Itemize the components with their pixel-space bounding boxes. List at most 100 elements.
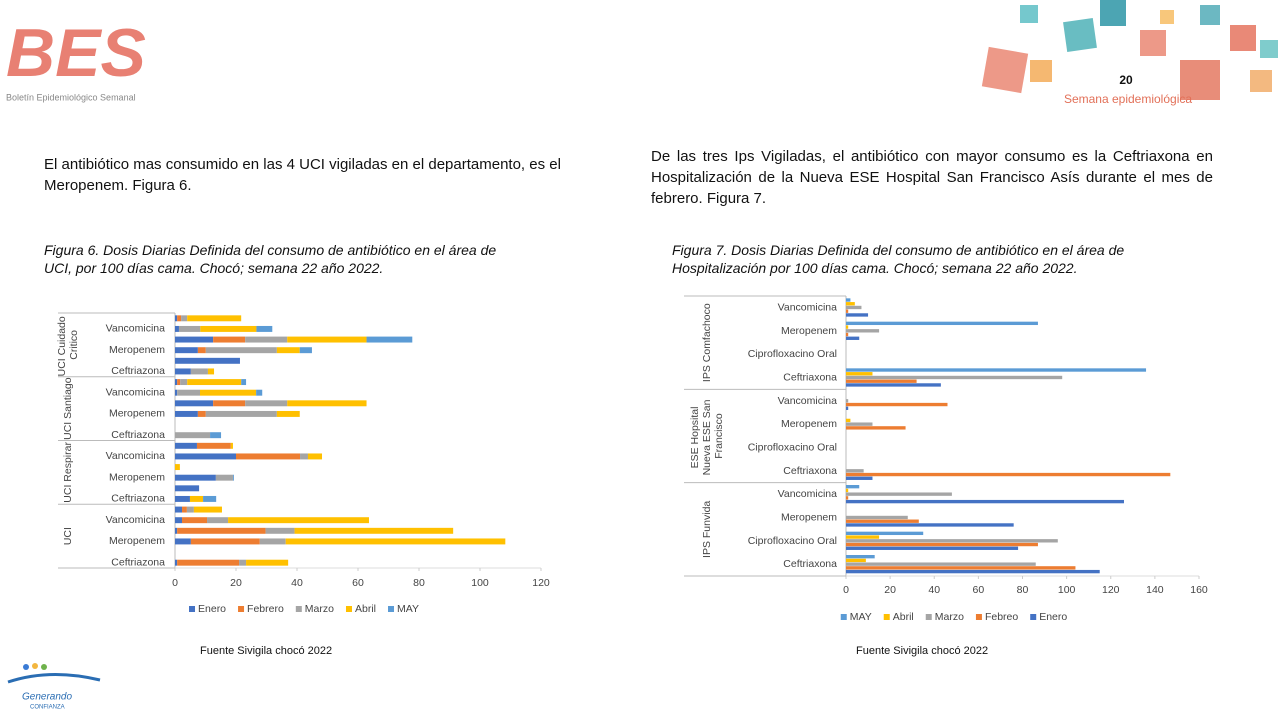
bar-segment xyxy=(189,495,204,502)
bar-segment xyxy=(294,527,454,534)
footer-logo-line2: CONFIANZA xyxy=(30,705,65,711)
bar-segment xyxy=(228,517,369,524)
bar xyxy=(846,399,849,403)
category-label: Vancomicina xyxy=(106,323,165,335)
bar xyxy=(846,368,1147,372)
bar-segment xyxy=(287,336,367,343)
bar-segment xyxy=(276,347,300,354)
bar xyxy=(846,499,1124,504)
bar-segment xyxy=(175,400,214,407)
bar-segment xyxy=(207,368,215,375)
bar-segment xyxy=(200,325,257,332)
right-paragraph: De las tres Ips Vigiladas, el antibiótic… xyxy=(651,148,1213,207)
bar-segment xyxy=(196,442,231,449)
category-label: Meropenem xyxy=(109,471,165,483)
bar xyxy=(846,422,873,426)
bar xyxy=(846,558,866,563)
bar-segment xyxy=(285,538,506,545)
bar xyxy=(846,383,941,387)
legend-label: Abril xyxy=(355,603,376,615)
bar xyxy=(846,321,1038,326)
bar xyxy=(846,523,1014,527)
category-label: Ciprofloxacino Oral xyxy=(748,441,837,453)
bar-segment xyxy=(187,379,242,386)
bar-segment xyxy=(230,442,233,449)
bar-segment xyxy=(213,400,246,407)
bar-segment xyxy=(186,506,194,513)
bar xyxy=(846,569,1100,574)
bar xyxy=(846,539,1058,543)
bar-segment xyxy=(246,559,289,566)
bar-segment xyxy=(215,474,233,481)
bar-segment xyxy=(175,325,179,332)
category-label: Meropenem xyxy=(781,325,837,337)
bar-segment xyxy=(175,495,190,502)
bar-segment xyxy=(175,485,200,492)
legend-swatch xyxy=(975,614,982,620)
bar-segment xyxy=(241,379,247,386)
legend-label: MAY xyxy=(397,603,419,615)
group-label: IPS Comfachoco xyxy=(701,303,713,382)
legend-swatch xyxy=(925,614,932,620)
group-label: UCI Santiago xyxy=(62,377,74,440)
bar-segment xyxy=(175,538,191,545)
x-tick-label: 20 xyxy=(230,577,242,589)
group-label: IPS Funvida xyxy=(701,501,713,558)
bar-segment xyxy=(245,400,288,407)
bar-segment xyxy=(178,325,201,332)
bar xyxy=(846,542,1038,547)
category-label: Ceftriaxona xyxy=(783,558,837,570)
bar xyxy=(846,535,880,539)
bar xyxy=(846,309,849,313)
x-tick-label: 40 xyxy=(291,577,303,589)
week-label: Semana epidemiológica xyxy=(1064,92,1192,106)
bar-segment xyxy=(187,315,242,322)
category-label: Vancomicina xyxy=(106,386,165,398)
bar xyxy=(846,546,1019,550)
legend-label: MAY xyxy=(850,611,872,623)
bar xyxy=(846,332,849,337)
bar-segment xyxy=(175,357,240,364)
legend-swatch xyxy=(238,606,245,612)
bar xyxy=(846,302,855,306)
x-tick-label: 120 xyxy=(1102,584,1120,596)
bar xyxy=(846,492,952,496)
bar xyxy=(846,325,849,329)
category-label: Meropenem xyxy=(781,511,837,523)
bar xyxy=(846,402,948,407)
group-label: UCI Cuidado Critico xyxy=(56,313,80,376)
legend-swatch xyxy=(840,614,847,620)
bar xyxy=(846,406,849,410)
bar-segment xyxy=(175,315,178,322)
x-tick-label: 60 xyxy=(973,584,985,596)
bar-segment xyxy=(307,453,323,460)
bar-segment xyxy=(200,389,257,396)
bar-segment xyxy=(203,495,217,502)
bar-segment xyxy=(175,527,178,534)
category-label: Vancomicina xyxy=(106,514,165,526)
category-label: Meropenem xyxy=(109,535,165,547)
category-label: Vancomicina xyxy=(778,395,837,407)
group-label: UCI xyxy=(62,527,74,545)
bar-segment xyxy=(190,538,260,545)
source-note: Fuente Sivigila chocó 2022 xyxy=(856,645,989,657)
bar xyxy=(846,375,1063,380)
bar xyxy=(846,515,908,520)
bar xyxy=(846,329,880,333)
legend-label: Marzo xyxy=(305,603,334,615)
category-label: Meropenem xyxy=(109,408,165,420)
bar-segment xyxy=(175,336,214,343)
bar-segment xyxy=(177,559,240,566)
category-label: Ceftriaxona xyxy=(783,371,837,383)
bar-segment xyxy=(197,347,206,354)
bar-segment xyxy=(175,559,178,566)
legend-swatch xyxy=(295,606,302,612)
legend: Enero Febrero Marzo Abril MAY xyxy=(189,603,419,615)
legend-label: Febrero xyxy=(247,603,284,615)
bar xyxy=(846,519,919,523)
category-label: Ciprofloxacino Oral xyxy=(748,348,837,360)
bar xyxy=(846,426,906,430)
x-tick-label: 80 xyxy=(413,577,425,589)
x-tick-label: 0 xyxy=(843,584,849,596)
bar xyxy=(846,418,851,423)
